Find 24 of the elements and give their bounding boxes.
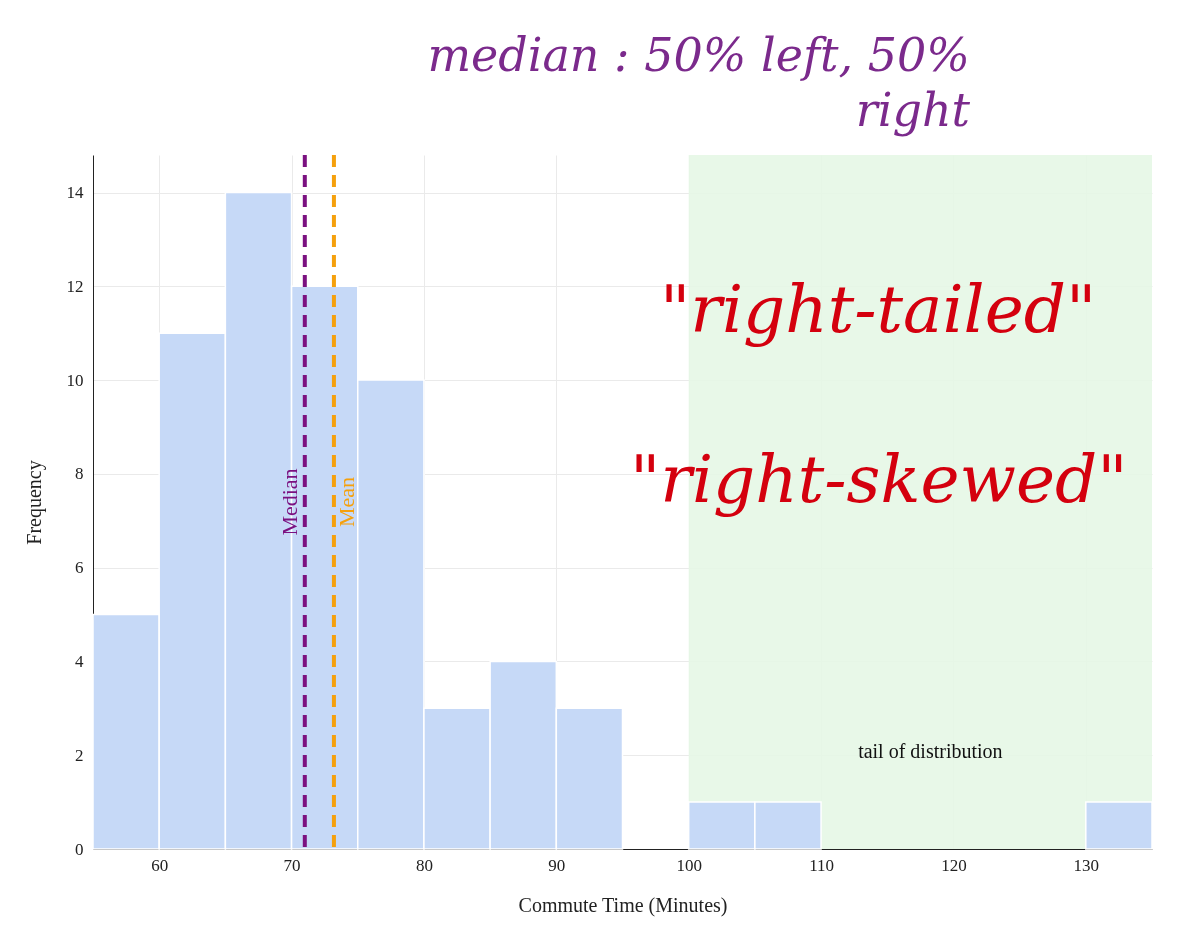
y-tick-label: 4 [75, 651, 84, 671]
y-tick-label: 14 [66, 183, 84, 203]
y-axis-title: Frequency [22, 460, 46, 545]
y-tick-label: 12 [66, 276, 84, 296]
x-tick-label: 110 [809, 855, 834, 875]
ref-line-label: Median [276, 468, 302, 536]
annotation: "right-skewed" [630, 440, 1129, 520]
x-tick-label: 130 [1073, 855, 1100, 875]
x-tick-label: 100 [676, 855, 702, 875]
x-tick-label: 90 [548, 855, 566, 875]
x-tick-label: 70 [283, 855, 301, 875]
x-tick-label: 80 [415, 855, 433, 875]
annotation: "right-tailed" [660, 270, 1098, 350]
y-tick-label: 2 [75, 745, 84, 765]
band-label: tail of distribution [858, 739, 1003, 762]
y-tick-label: 8 [75, 464, 84, 484]
x-tick-label: 60 [151, 855, 169, 875]
x-tick-label: 120 [941, 855, 967, 875]
y-tick-label: 6 [75, 558, 84, 578]
x-axis-title: Commute Time (Minutes) [518, 893, 728, 917]
ref-line-label: Mean [333, 476, 359, 528]
y-tick-label: 0 [75, 839, 84, 859]
text: median : 50% left, 50% right [426, 28, 970, 139]
y-tick-label: 10 [66, 370, 84, 390]
